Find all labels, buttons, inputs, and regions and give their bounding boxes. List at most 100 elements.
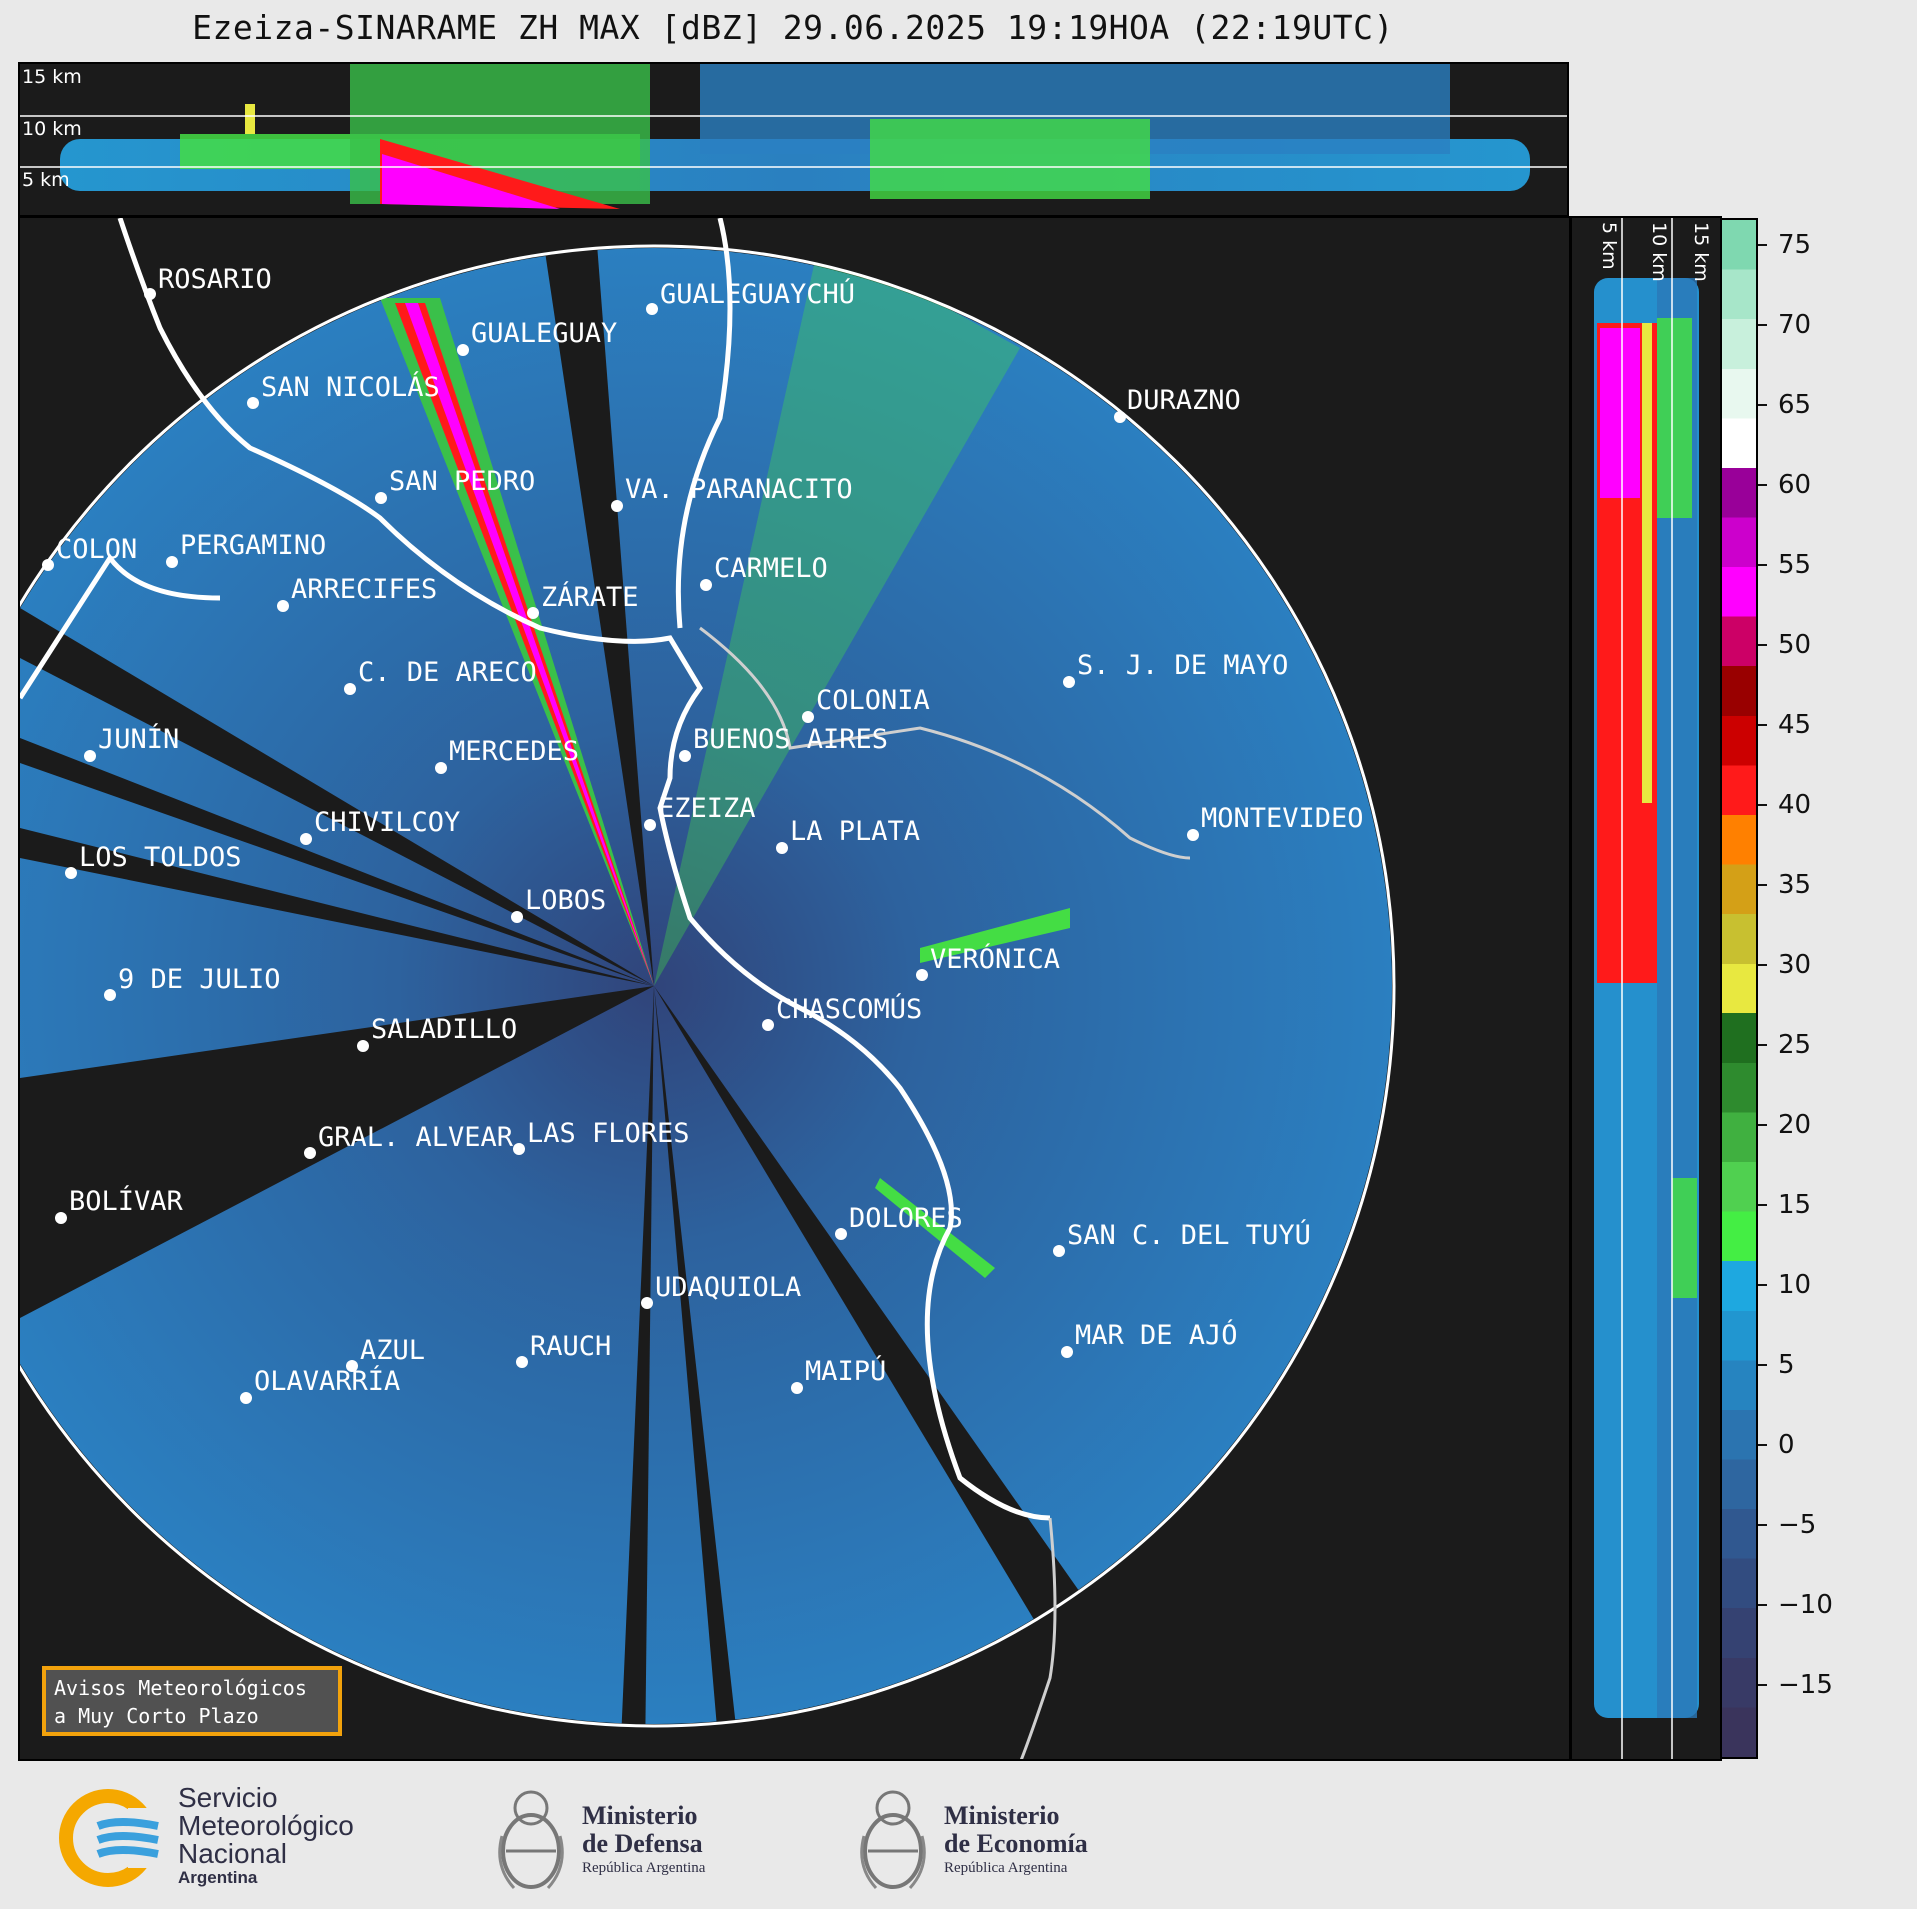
height-label-10km: 10 km — [22, 118, 82, 140]
colorbar-tick-label: −10 — [1778, 1590, 1833, 1620]
city-dot-saladillo — [357, 1040, 369, 1052]
colorbar-tick-mark — [1758, 1364, 1767, 1366]
city-dot-c-de-areco — [344, 683, 356, 695]
city-dot-veronica — [916, 969, 928, 981]
city-dot-san-c-del-tuyu — [1053, 1245, 1065, 1257]
colorbar-tick-label: 30 — [1778, 950, 1812, 980]
city-label-lobos: LOBOS — [525, 885, 606, 916]
city-label-saladillo: SALADILLO — [371, 1014, 517, 1045]
city-dot-rosario — [144, 288, 156, 300]
city-dot-colonia — [802, 711, 814, 723]
side-height-label-15km: 15 km — [1690, 222, 1712, 282]
city-dot-san-pedro — [375, 492, 387, 504]
city-label-colonia: COLONIA — [816, 685, 930, 716]
defensa-emblem — [494, 1776, 568, 1896]
colorbar-tick-label: −15 — [1778, 1670, 1833, 1700]
defensa-name: Ministerio de Defensa República Argentin… — [582, 1802, 705, 1878]
colorbar-tick-mark — [1758, 1604, 1767, 1606]
colorbar-tick-mark — [1758, 964, 1767, 966]
river-parana — [20, 553, 221, 700]
side-green-echo-low — [1672, 1178, 1697, 1298]
city-dot-azul — [346, 1360, 358, 1372]
smn-line-1: Servicio — [178, 1782, 278, 1813]
coat-of-arms-icon — [860, 1790, 926, 1890]
colorbar-tick-label: 75 — [1778, 230, 1812, 260]
city-label-veronica: VERÓNICA — [930, 943, 1060, 975]
colorbar-tick-mark — [1758, 1684, 1767, 1686]
city-label-san-c-del-tuyu: SAN C. DEL TUYÚ — [1067, 1219, 1311, 1251]
economia-line-3: República Argentina — [944, 1860, 1068, 1876]
city-label-pergamino: PERGAMINO — [180, 530, 326, 561]
city-dot-dolores — [835, 1228, 847, 1240]
city-dot-chivilcoy — [300, 833, 312, 845]
city-dot-colon — [42, 559, 54, 571]
colorbar-tick-label: 35 — [1778, 870, 1812, 900]
colorbar-tick-mark — [1758, 644, 1767, 646]
river-uruguay — [675, 218, 733, 629]
city-markers: ROSARIO GUALEGUAYCHÚ GUALEGUAY SAN NICOL… — [42, 264, 1364, 1404]
city-dot-durazno — [1114, 411, 1126, 423]
colorbar-tick-label: 25 — [1778, 1030, 1812, 1060]
coat-of-arms-icon — [498, 1790, 564, 1890]
blockage-south-2 — [654, 986, 740, 1726]
height-label-5km: 5 km — [22, 169, 70, 191]
city-label-arrecifes: ARRECIFES — [291, 574, 437, 605]
blockage-west-2 — [20, 738, 654, 986]
economia-name: Ministerio de Economía República Argenti… — [944, 1802, 1088, 1878]
southeast-coast — [1019, 1517, 1057, 1759]
height-label-15km: 15 km — [22, 66, 82, 88]
smn-name: Servicio Meteorológico Nacional Argentin… — [178, 1784, 354, 1888]
radar-map: ROSARIO GUALEGUAYCHÚ GUALEGUAY SAN NICOL… — [20, 218, 1396, 1759]
defensa-line-1: Ministerio — [582, 1801, 698, 1830]
city-label-9-de-julio: 9 DE JULIO — [118, 964, 281, 995]
side-yellow-edge — [1642, 323, 1652, 803]
very-short-range-warnings-link[interactable]: Avisos Meteorológicos a Muy Corto Plazo — [42, 1666, 342, 1736]
echo-northeast-band — [654, 246, 1020, 986]
city-label-zarate: ZÁRATE — [541, 581, 639, 613]
city-label-va-paranacito: VA. PARANACITO — [625, 474, 853, 505]
top-cross-section-panel: 15 km 10 km 5 km — [18, 62, 1569, 217]
smn-line-2: Meteorológico — [178, 1810, 354, 1841]
uruguay-coast — [699, 626, 1191, 860]
city-label-rauch: RAUCH — [530, 1331, 611, 1362]
economia-line-1: Ministerio — [944, 1801, 1060, 1830]
colorbar-tick-label: 55 — [1778, 550, 1812, 580]
colorbar-tick-label: 0 — [1778, 1430, 1795, 1460]
cross-section-yellow-echo — [245, 104, 255, 134]
cross-section-green-echo — [870, 119, 1150, 199]
colorbar-tick-mark — [1758, 1124, 1767, 1126]
city-label-durazno: DURAZNO — [1127, 385, 1241, 416]
city-dot-junin — [84, 750, 96, 762]
colorbar-tick-mark — [1758, 1204, 1767, 1206]
smn-logo-icon — [59, 1789, 168, 1887]
radar-echo-disk — [20, 248, 1392, 1724]
city-label-montevideo: MONTEVIDEO — [1201, 803, 1364, 834]
side-cross-section-plot — [1594, 218, 1699, 1759]
side-cross-section-panel: 5 km 10 km 15 km — [1570, 216, 1722, 1761]
side-height-label-5km: 5 km — [1598, 222, 1620, 270]
chart-title: Ezeiza-SINARAME ZH MAX [dBZ] 29.06.2025 … — [192, 8, 1394, 47]
defensa-line-2: de Defensa — [582, 1829, 703, 1858]
top-cross-section-plot — [20, 64, 1567, 209]
city-dot-lobos — [511, 911, 523, 923]
side-magenta-core — [1600, 328, 1640, 498]
colorbar-tick-label: 45 — [1778, 710, 1812, 740]
city-dot-carmelo — [700, 579, 712, 591]
colorbar-tick-mark — [1758, 724, 1767, 726]
city-dot-va-paranacito — [611, 500, 623, 512]
echo-east-band — [920, 908, 1070, 963]
blockage-north — [540, 246, 654, 986]
echo-red-streak — [395, 303, 654, 986]
city-label-las-flores: LAS FLORES — [527, 1118, 690, 1149]
colorbar-tick-mark — [1758, 564, 1767, 566]
city-label-chivilcoy: CHIVILCOY — [314, 807, 460, 838]
city-label-san-pedro: SAN PEDRO — [389, 466, 535, 497]
smn-logo — [58, 1788, 168, 1888]
city-label-mercedes: MERCEDES — [449, 736, 579, 767]
colorbar-tick-label: 15 — [1778, 1190, 1812, 1220]
city-label-buenos-aires: BUENOS AIRES — [693, 724, 888, 755]
side-height-label-10km: 10 km — [1648, 222, 1670, 282]
coastline — [117, 218, 1051, 1521]
smn-line-4: Argentina — [178, 1868, 258, 1887]
city-label-gral-alvear: GRAL. ALVEAR — [318, 1122, 514, 1153]
